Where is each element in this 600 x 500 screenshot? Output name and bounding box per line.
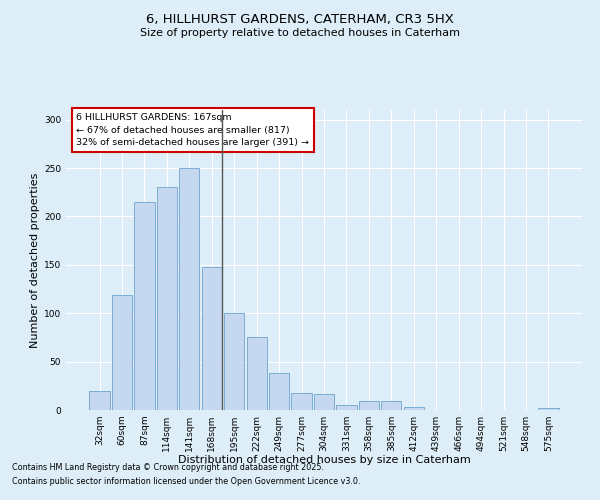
Bar: [89, 390, 110, 410]
Bar: [134, 202, 155, 410]
Bar: [112, 295, 132, 410]
Y-axis label: Number of detached properties: Number of detached properties: [30, 172, 40, 348]
Text: 6 HILLHURST GARDENS: 167sqm
← 67% of detached houses are smaller (817)
32% of se: 6 HILLHURST GARDENS: 167sqm ← 67% of det…: [76, 113, 310, 147]
Bar: [404, 407, 424, 410]
Text: Size of property relative to detached houses in Caterham: Size of property relative to detached ho…: [140, 28, 460, 38]
Bar: [292, 392, 311, 410]
Bar: [224, 313, 244, 410]
Bar: [359, 402, 379, 410]
Bar: [202, 267, 222, 410]
Bar: [247, 338, 267, 410]
Bar: [269, 373, 289, 410]
Bar: [179, 168, 199, 410]
Bar: [157, 188, 177, 410]
Bar: [538, 408, 559, 410]
Text: Contains public sector information licensed under the Open Government Licence v3: Contains public sector information licen…: [12, 477, 361, 486]
Bar: [314, 394, 334, 410]
Bar: [337, 405, 356, 410]
Text: 6, HILLHURST GARDENS, CATERHAM, CR3 5HX: 6, HILLHURST GARDENS, CATERHAM, CR3 5HX: [146, 12, 454, 26]
Bar: [381, 402, 401, 410]
X-axis label: Distribution of detached houses by size in Caterham: Distribution of detached houses by size …: [178, 456, 470, 466]
Text: Contains HM Land Registry data © Crown copyright and database right 2025.: Contains HM Land Registry data © Crown c…: [12, 464, 324, 472]
